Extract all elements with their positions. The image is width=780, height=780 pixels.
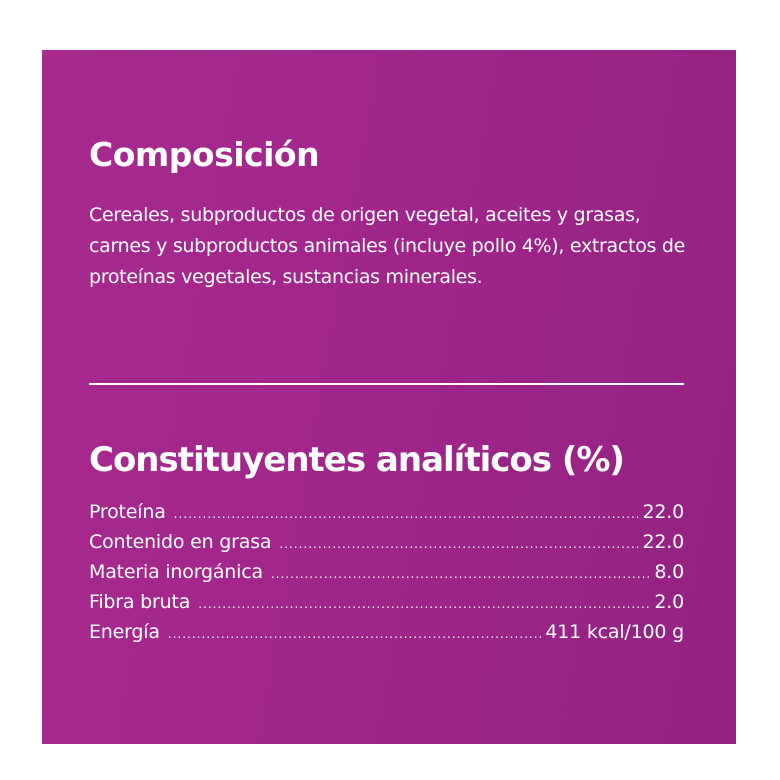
table-row: Contenido en grasa 22.0 [89,531,684,561]
dot-leader [271,567,650,581]
dot-leader [279,537,638,551]
row-value: 22.0 [642,531,684,553]
row-label: Energía [89,621,160,643]
table-row: Materia inorgánica 8.0 [89,561,684,591]
dot-leader [174,507,639,521]
analytical-title: Constituyentes analíticos (%) [89,440,625,480]
dot-leader [168,627,542,641]
composition-text: Cereales, subproductos de origen vegetal… [89,204,686,288]
divider [89,383,684,385]
table-row: Energía 411 kcal/100 g [89,621,684,651]
analytical-table: Proteína 22.0 Contenido en grasa 22.0 Mate… [89,501,684,651]
dot-leader [198,597,650,611]
row-value: 22.0 [642,501,684,523]
table-row: Fibra bruta 2.0 [89,591,684,621]
row-value: 2.0 [654,591,684,613]
info-panel: Composición Cereales, subproductos de or… [42,50,736,744]
row-value: 8.0 [654,561,684,583]
row-label: Materia inorgánica [89,561,263,583]
table-row: Proteína 22.0 [89,501,684,531]
row-label: Fibra bruta [89,591,191,613]
composition-title: Composición [89,135,320,174]
row-label: Proteína [89,501,166,523]
row-value: 411 kcal/100 g [545,621,684,643]
row-label: Contenido en grasa [89,531,272,553]
